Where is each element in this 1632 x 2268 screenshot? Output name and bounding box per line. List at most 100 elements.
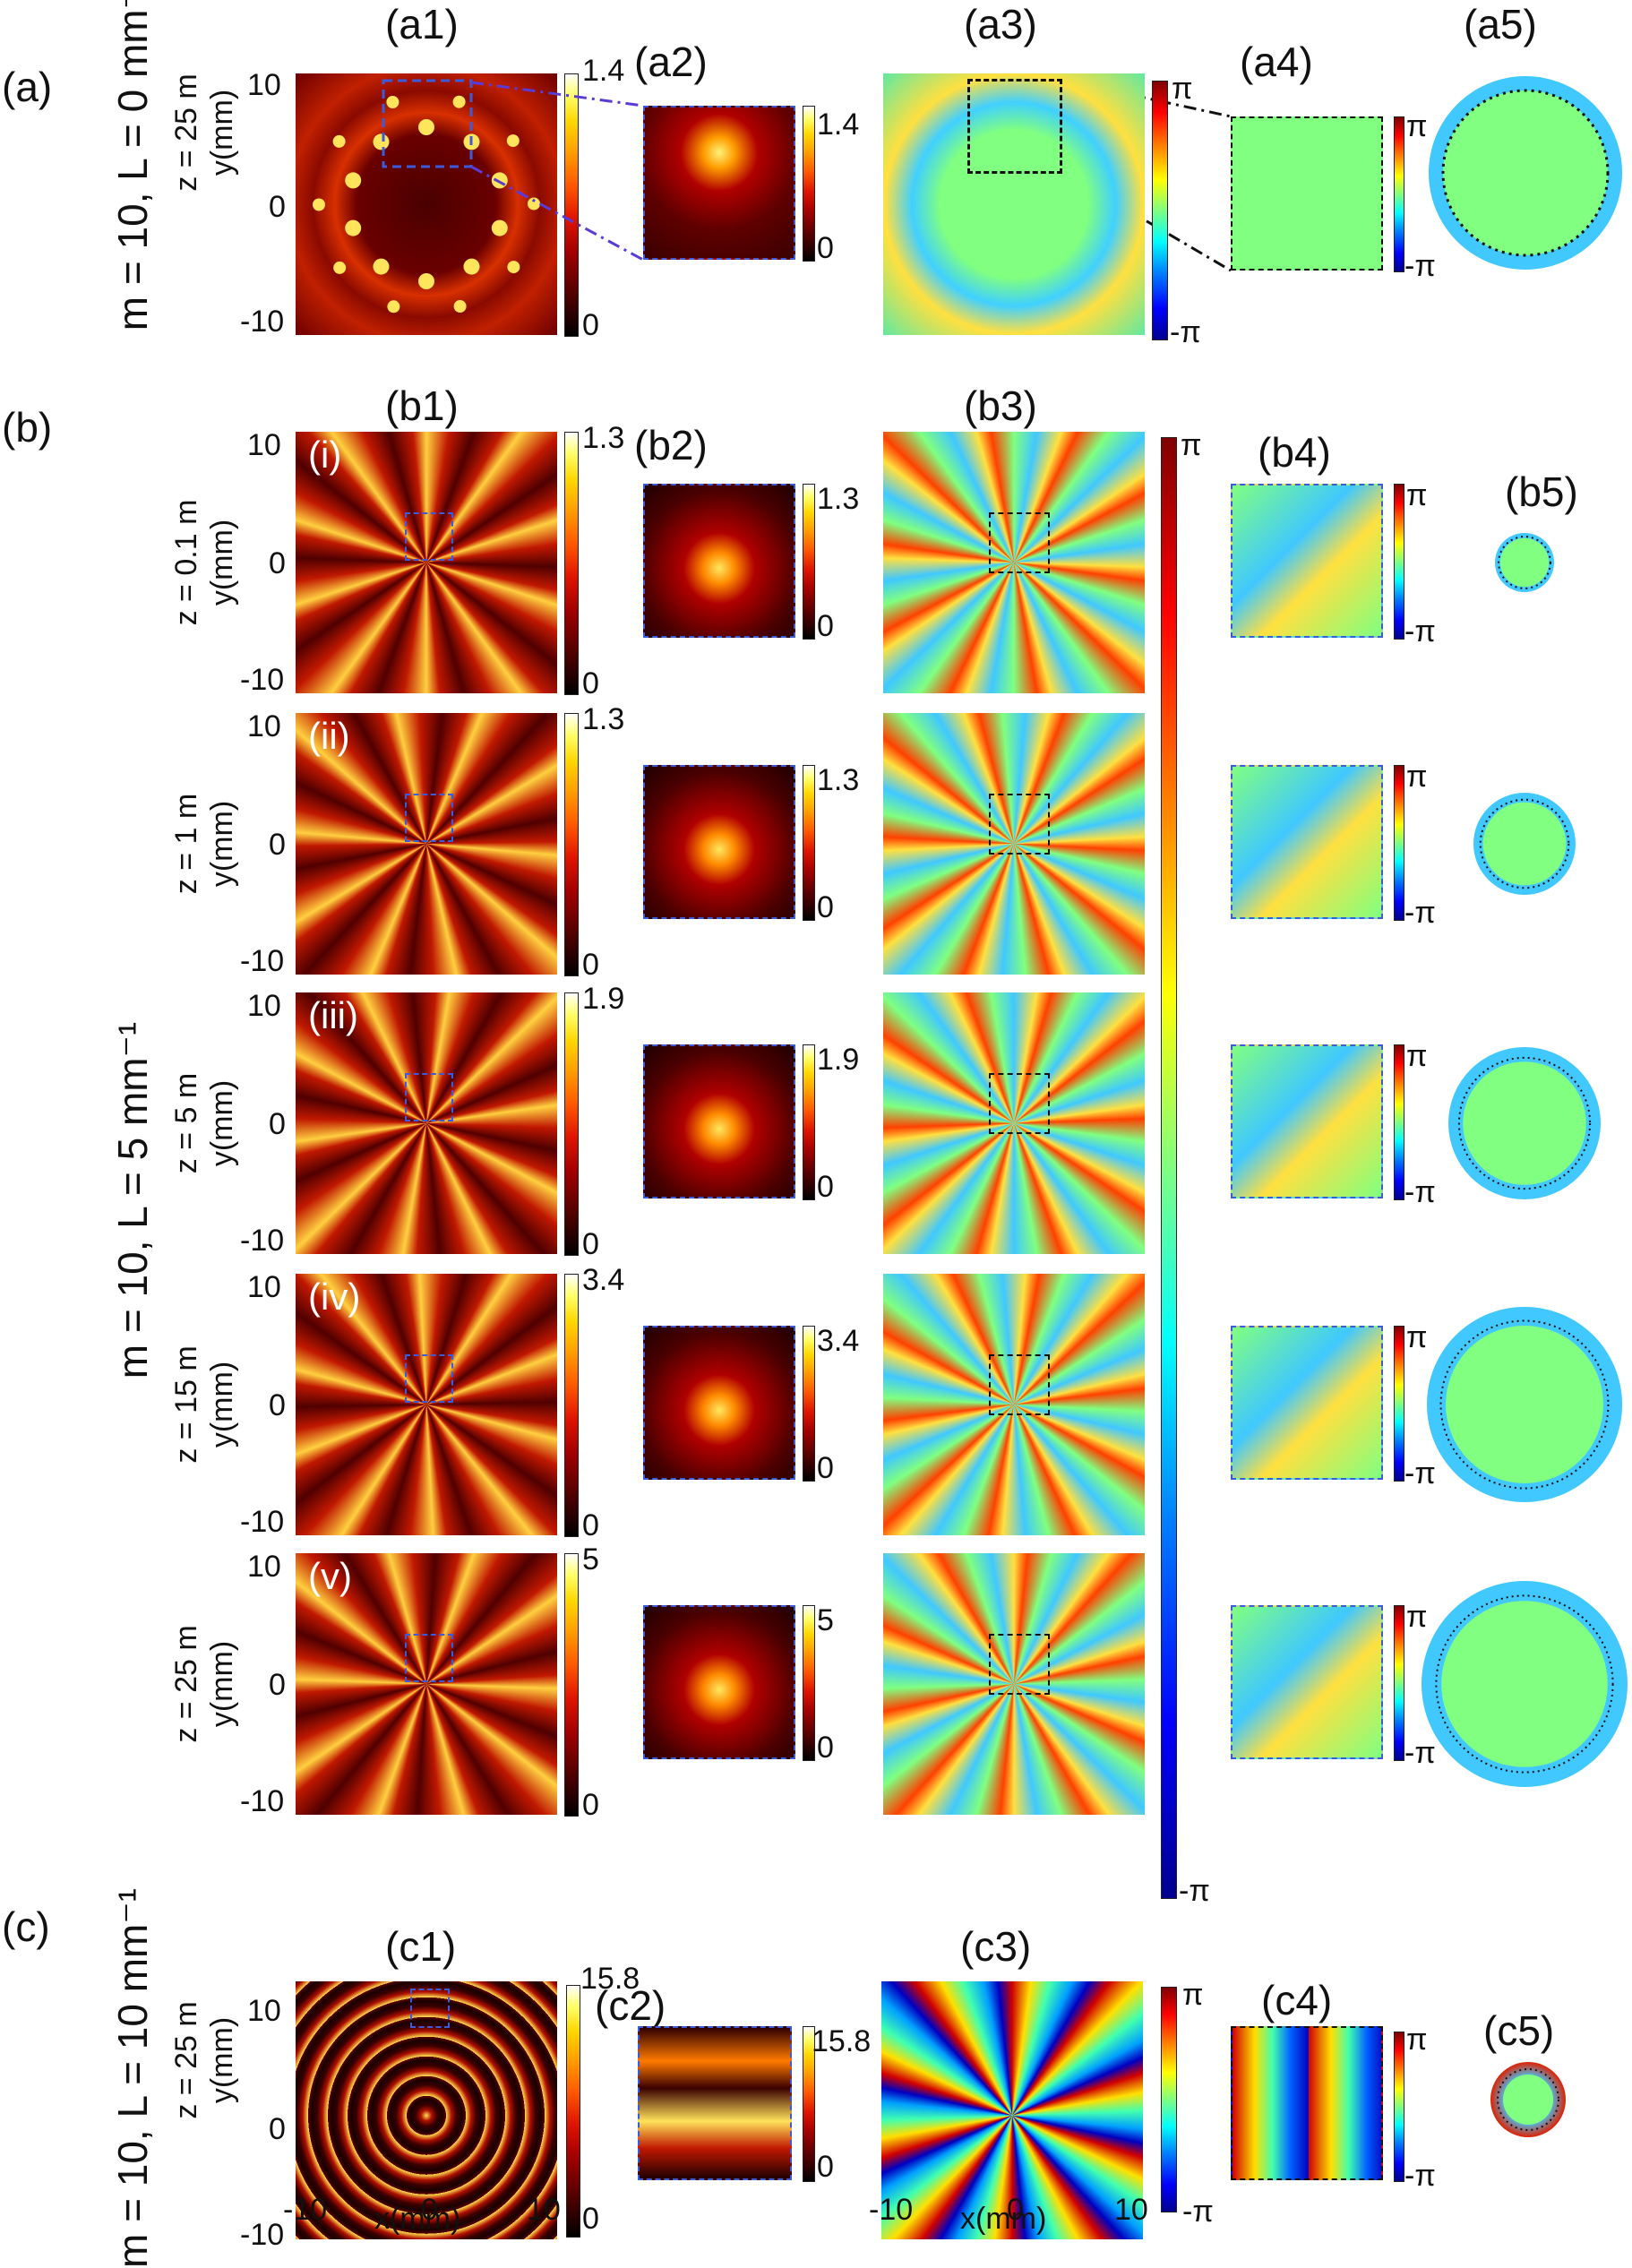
cb-b4-2-min: -π	[1404, 896, 1436, 930]
z-label-b1: z = 0.1 m	[169, 499, 203, 626]
intensity-spot	[373, 258, 390, 275]
ytick-c-mid: 0	[269, 2112, 286, 2146]
intensity-map-b2	[296, 713, 557, 975]
z-label-b2: z = 1 m	[169, 793, 203, 895]
colorbar-c3	[1161, 1987, 1177, 2212]
intensity-spot	[491, 219, 508, 236]
xtick-c3-left: -10	[869, 2193, 914, 2227]
intensity-spot	[387, 300, 400, 314]
zoom-c4	[1231, 2026, 1383, 2180]
row-label-b: (b)	[2, 404, 53, 451]
intensity-map-b1	[296, 432, 557, 693]
colorbar-b4-5	[1394, 1605, 1404, 1761]
cb-c3-max: π	[1182, 1978, 1204, 2012]
phase-map-b3-2	[883, 713, 1145, 975]
ytick-b4-top: 10	[247, 1270, 281, 1304]
panel-label-a5: (a5)	[1464, 1, 1537, 47]
intensity-spot	[373, 133, 390, 150]
cb-c2-min: 0	[817, 2150, 834, 2184]
panel-label-a1: (a1)	[385, 1, 459, 47]
cb-a2-min: 0	[817, 231, 834, 265]
colorbar-a3	[1152, 81, 1168, 340]
panel-label-b3: (b3)	[964, 382, 1037, 429]
panel-label-b1: (b1)	[385, 382, 459, 429]
intensity-spot	[463, 258, 480, 275]
cb-b1-4-max: 3.4	[582, 1263, 625, 1297]
panel-label-b4: (b4)	[1258, 429, 1331, 476]
zoom-box-b1-2	[405, 794, 453, 842]
phase-map-b3-3	[883, 992, 1145, 1254]
colorbar-b2-5	[803, 1605, 815, 1761]
colorbar-b4-3	[1394, 1044, 1404, 1200]
ring-phase-b5-4	[1427, 1307, 1622, 1502]
zoom-a2	[643, 106, 795, 260]
cb-c4-max: π	[1406, 2023, 1428, 2057]
zoom-box-c1	[410, 1989, 450, 2028]
zoom-box-b3-4	[989, 1354, 1050, 1415]
ytick-a-mid: 0	[269, 190, 286, 224]
phase-map-b3-5	[883, 1553, 1145, 1815]
colorbar-b2-3	[803, 1044, 815, 1200]
roman-label-b1: (i)	[308, 434, 342, 476]
ytick-c-top: 10	[247, 1994, 281, 2028]
cb-b4-2-max: π	[1406, 760, 1428, 794]
ytick-c-bot: -10	[240, 2218, 285, 2252]
cb-c2-max: 15.8	[812, 2024, 872, 2058]
ytick-b5-mid: 0	[269, 1668, 286, 1702]
colorbar-b2-2	[803, 765, 815, 921]
cb-c1-min: 0	[582, 2202, 599, 2236]
intensity-spot	[528, 197, 540, 210]
intensity-spot	[507, 261, 520, 274]
cb-b4-5-max: π	[1406, 1600, 1428, 1634]
intensity-spot	[313, 198, 325, 211]
xtick-c1-right: 10	[527, 2193, 561, 2227]
intensity-map-b3	[296, 992, 557, 1254]
xtick-c3-mid: 0	[1007, 2193, 1024, 2227]
zoom-box-b3-3	[989, 1073, 1050, 1134]
intensity-map-c1	[296, 1981, 557, 2239]
ytick-b1-bot: -10	[240, 663, 285, 697]
colorbar-b4-4	[1394, 1326, 1404, 1482]
z-label-c: z = 25 m	[169, 2001, 203, 2119]
colorbar-b4-2	[1394, 765, 1404, 921]
cb-b4-4-max: π	[1406, 1320, 1428, 1354]
cb-a1-max: 1.4	[582, 54, 625, 88]
zoom-b4-2	[1231, 765, 1383, 919]
colorbar-b1-4	[564, 1274, 579, 1537]
zoom-b4-5	[1231, 1605, 1383, 1759]
cb-b4-4-min: -π	[1404, 1456, 1436, 1491]
cb-b4-1-min: -π	[1404, 614, 1436, 649]
colorbar-b2-1	[803, 484, 815, 640]
cb-b2-3-max: 1.9	[817, 1043, 860, 1077]
colorbar-a1	[564, 73, 579, 337]
cb-b1-1-max: 1.3	[582, 421, 625, 455]
roman-label-b4: (iv)	[308, 1276, 361, 1318]
zoom-b4-3	[1231, 1044, 1383, 1198]
xtick-c3-right: 10	[1114, 2193, 1148, 2227]
zoom-a4	[1231, 116, 1383, 271]
zoom-lines-a	[470, 77, 1232, 272]
ring-phase-b5-1	[1495, 533, 1554, 592]
y-label-b2: y(mm)	[205, 800, 239, 888]
zoom-b2-4	[643, 1326, 795, 1480]
colorbar-b4-1	[1394, 484, 1404, 640]
xtick-c1-mid: 0	[421, 2193, 438, 2227]
cb-b1-5-min: 0	[582, 1788, 599, 1822]
roman-label-b3: (iii)	[308, 994, 358, 1036]
colorbar-b2-4	[803, 1326, 815, 1482]
ytick-b1-mid: 0	[269, 546, 286, 580]
cb-b-shared-max: π	[1181, 428, 1202, 462]
ring-phase-c5	[1490, 2062, 1566, 2137]
ytick-b1-top: 10	[247, 428, 281, 462]
cb-c4-min: -π	[1404, 2159, 1436, 2193]
zoom-b2-5	[643, 1605, 795, 1759]
roman-label-b2: (ii)	[308, 715, 350, 757]
cb-b1-2-max: 1.3	[582, 702, 625, 736]
intensity-map-b4	[296, 1274, 557, 1535]
group-label-b: m = 10, L = 5 mm⁻¹	[109, 1021, 156, 1379]
ring-phase-b5-5	[1422, 1581, 1628, 1787]
group-label-c: m = 10, L = 10 mm⁻¹	[109, 1888, 156, 2268]
xtick-c1-left: -10	[283, 2193, 328, 2227]
ytick-b4-bot: -10	[240, 1505, 285, 1539]
y-label-b1: y(mm)	[205, 519, 239, 606]
